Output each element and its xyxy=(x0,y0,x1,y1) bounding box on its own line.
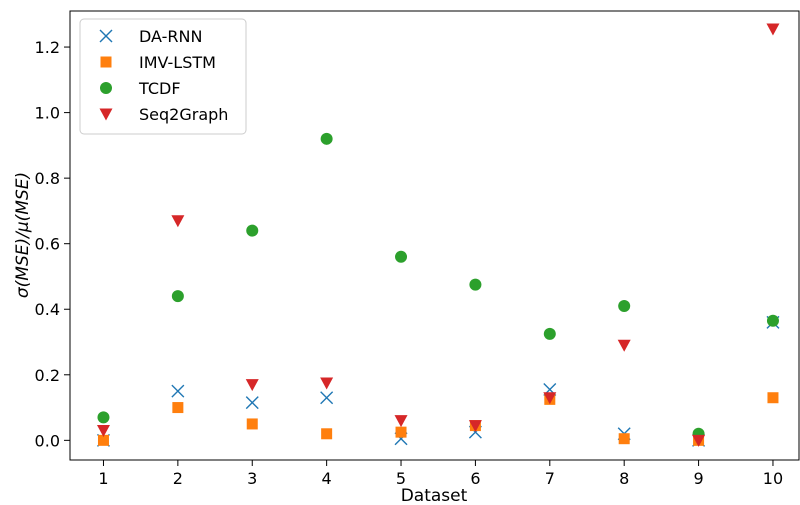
x-axis-label: Dataset xyxy=(401,486,468,505)
series-da-rnn xyxy=(96,315,780,447)
y-tick-label: 0.4 xyxy=(35,300,60,319)
x-tick-label: 1 xyxy=(98,469,108,488)
point-tcdf-6 xyxy=(469,278,482,291)
series-tcdf xyxy=(97,132,779,440)
y-tick-label: 0.6 xyxy=(35,235,60,254)
point-seq2graph-8 xyxy=(617,339,631,352)
point-tcdf-10 xyxy=(766,314,779,327)
x-tick-label: 5 xyxy=(396,469,406,488)
point-imv-lstm-10 xyxy=(767,392,779,404)
legend-label: Seq2Graph xyxy=(139,105,228,124)
legend-item-da-rnn: DA-RNN xyxy=(99,27,202,46)
y-tick-label: 0.0 xyxy=(35,431,60,450)
y-axis: 0.0 0.2 0.4 0.6 0.8 1.0 1.2 xyxy=(35,38,70,450)
point-tcdf-1 xyxy=(97,411,110,424)
point-tcdf-8 xyxy=(618,299,631,312)
point-da-rnn-4 xyxy=(320,391,334,405)
data-marks xyxy=(96,23,780,447)
legend-box xyxy=(79,18,247,135)
legend-label: IMV-LSTM xyxy=(139,53,216,72)
x-tick-label: 3 xyxy=(247,469,257,488)
x-tick-label: 6 xyxy=(470,469,480,488)
x-tick-label: 4 xyxy=(322,469,332,488)
plot-frame xyxy=(69,10,800,461)
point-imv-lstm-4 xyxy=(321,428,333,440)
point-seq2graph-10 xyxy=(766,23,780,36)
point-seq2graph-3 xyxy=(245,379,259,392)
series-imv-lstm xyxy=(97,392,779,446)
series-seq2graph xyxy=(96,23,780,447)
point-imv-lstm-1 xyxy=(97,434,109,446)
point-tcdf-2 xyxy=(171,290,184,303)
x-tick-label: 8 xyxy=(619,469,629,488)
legend-item-imv-lstm: IMV-LSTM xyxy=(100,53,216,72)
legend-label: TCDF xyxy=(138,79,181,98)
y-tick-label: 0.2 xyxy=(35,366,60,385)
y-tick-label: 0.8 xyxy=(35,169,60,188)
point-imv-lstm-8 xyxy=(618,433,630,445)
point-tcdf-3 xyxy=(246,224,259,237)
legend-item-tcdf: TCDF xyxy=(100,79,181,98)
point-tcdf-5 xyxy=(395,250,408,263)
point-imv-lstm-5 xyxy=(395,426,407,438)
point-tcdf-4 xyxy=(320,132,333,145)
legend: DA-RNN IMV-LSTM TCDF Seq2Graph xyxy=(79,18,247,135)
legend-label: DA-RNN xyxy=(139,27,202,46)
point-seq2graph-2 xyxy=(171,215,185,228)
legend-marker-imv-lstm xyxy=(100,56,112,68)
y-tick-label: 1.2 xyxy=(35,38,60,57)
y-axis-label: σ(MSE)/μ(MSE) xyxy=(13,172,33,298)
point-da-rnn-3 xyxy=(245,396,259,410)
point-imv-lstm-2 xyxy=(172,402,184,414)
x-axis: 1 2 3 4 5 6 7 8 9 10 xyxy=(98,460,783,488)
point-seq2graph-7 xyxy=(543,392,557,405)
point-seq2graph-5 xyxy=(394,415,408,428)
point-seq2graph-6 xyxy=(468,420,482,433)
legend-marker-seq2graph xyxy=(99,108,113,121)
legend-item-seq2graph: Seq2Graph xyxy=(99,105,228,124)
legend-marker-tcdf xyxy=(100,82,112,94)
x-tick-label: 10 xyxy=(763,469,783,488)
legend-marker-da-rnn xyxy=(99,29,113,43)
point-da-rnn-2 xyxy=(171,384,185,398)
point-seq2graph-9 xyxy=(692,434,706,447)
point-seq2graph-4 xyxy=(320,377,334,390)
y-tick-label: 1.0 xyxy=(35,104,60,123)
point-imv-lstm-3 xyxy=(246,418,258,430)
x-tick-label: 9 xyxy=(693,469,703,488)
point-tcdf-7 xyxy=(543,327,556,340)
x-tick-label: 2 xyxy=(173,469,183,488)
point-seq2graph-1 xyxy=(96,425,110,438)
x-tick-label: 7 xyxy=(545,469,555,488)
